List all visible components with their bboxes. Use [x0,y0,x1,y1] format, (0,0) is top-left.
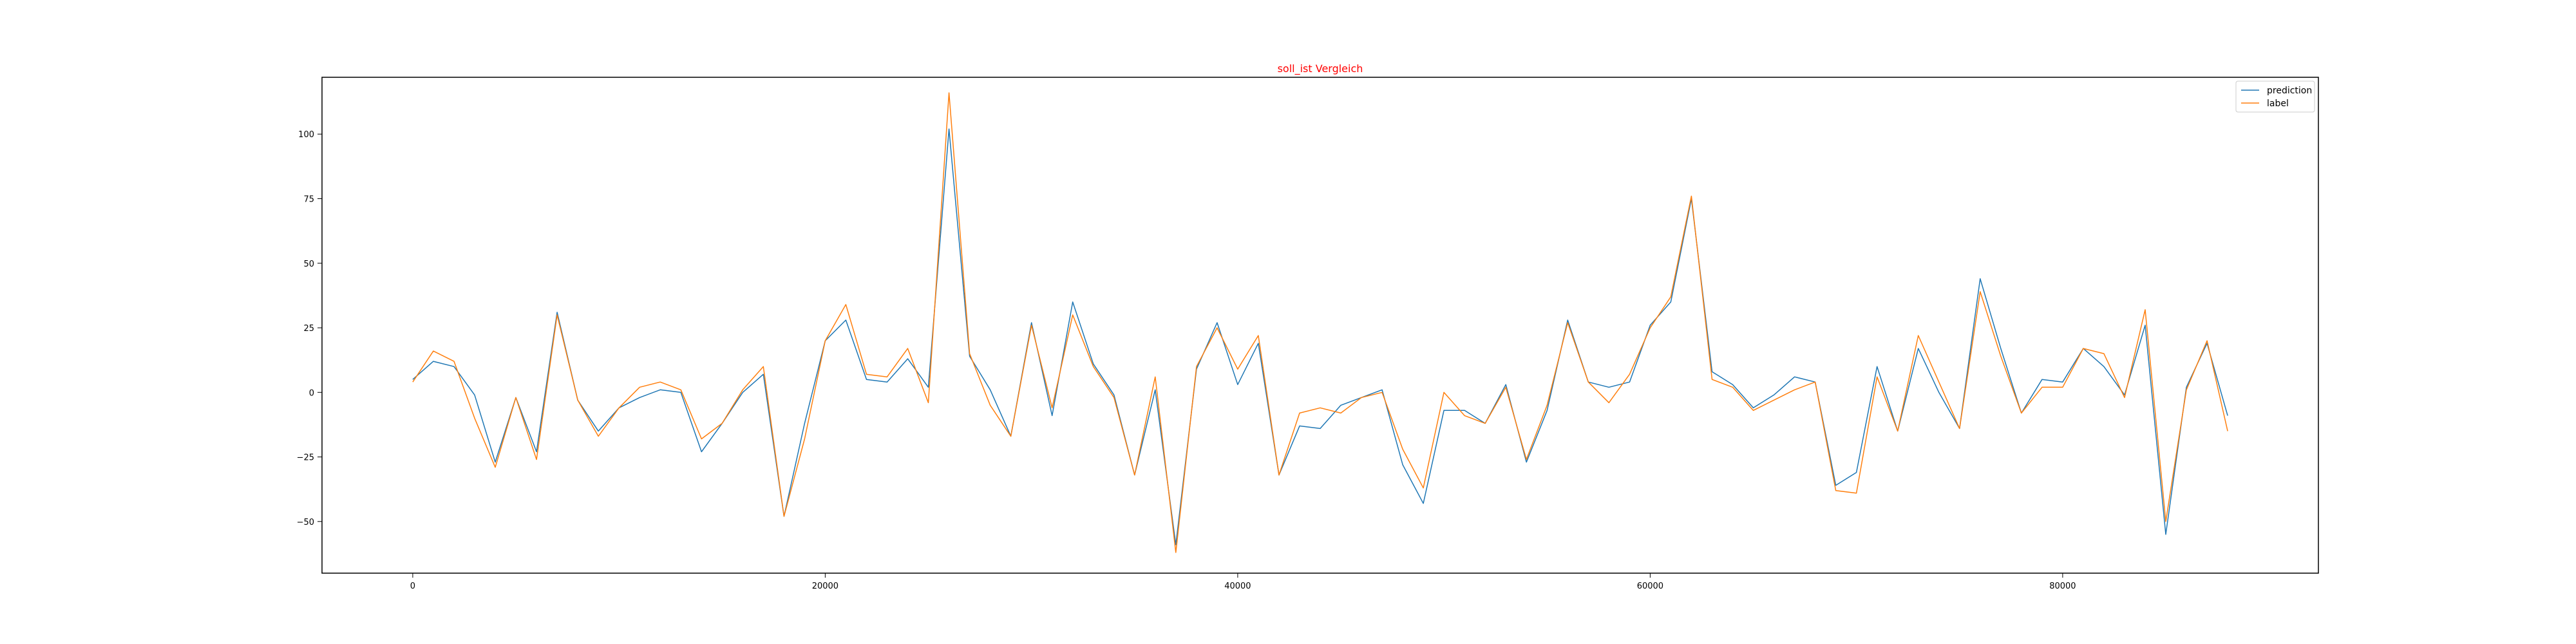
series-line-prediction [412,128,2228,545]
y-axis: −50 −25 0 25 50 75 100 [297,130,322,527]
y-tick-label: 50 [303,260,314,269]
y-tick-label: −25 [297,453,314,463]
x-tick-label: 20000 [812,582,838,591]
y-tick-label: −50 [297,518,314,527]
x-tick-label: 80000 [2049,582,2076,591]
y-tick-label: 25 [303,324,314,334]
y-tick-label: 100 [298,130,314,140]
legend-box [2235,80,2315,113]
legend-label-prediction: prediction [2267,86,2312,96]
x-tick-label: 0 [410,582,415,591]
y-tick-label: 75 [303,194,314,204]
x-tick-label: 60000 [1637,582,1663,591]
legend-label-label: label [2267,99,2289,109]
x-tick-label: 40000 [1224,582,1251,591]
chart-title: soll_ist Vergleich [1278,62,1363,75]
plot-lines [412,92,2228,553]
plot-frame [321,77,2319,574]
y-tick-label: 0 [309,388,314,398]
x-axis: 0 20000 40000 60000 80000 [410,573,2076,591]
series-line-label [412,92,2228,553]
legend: prediction label [2235,80,2315,113]
